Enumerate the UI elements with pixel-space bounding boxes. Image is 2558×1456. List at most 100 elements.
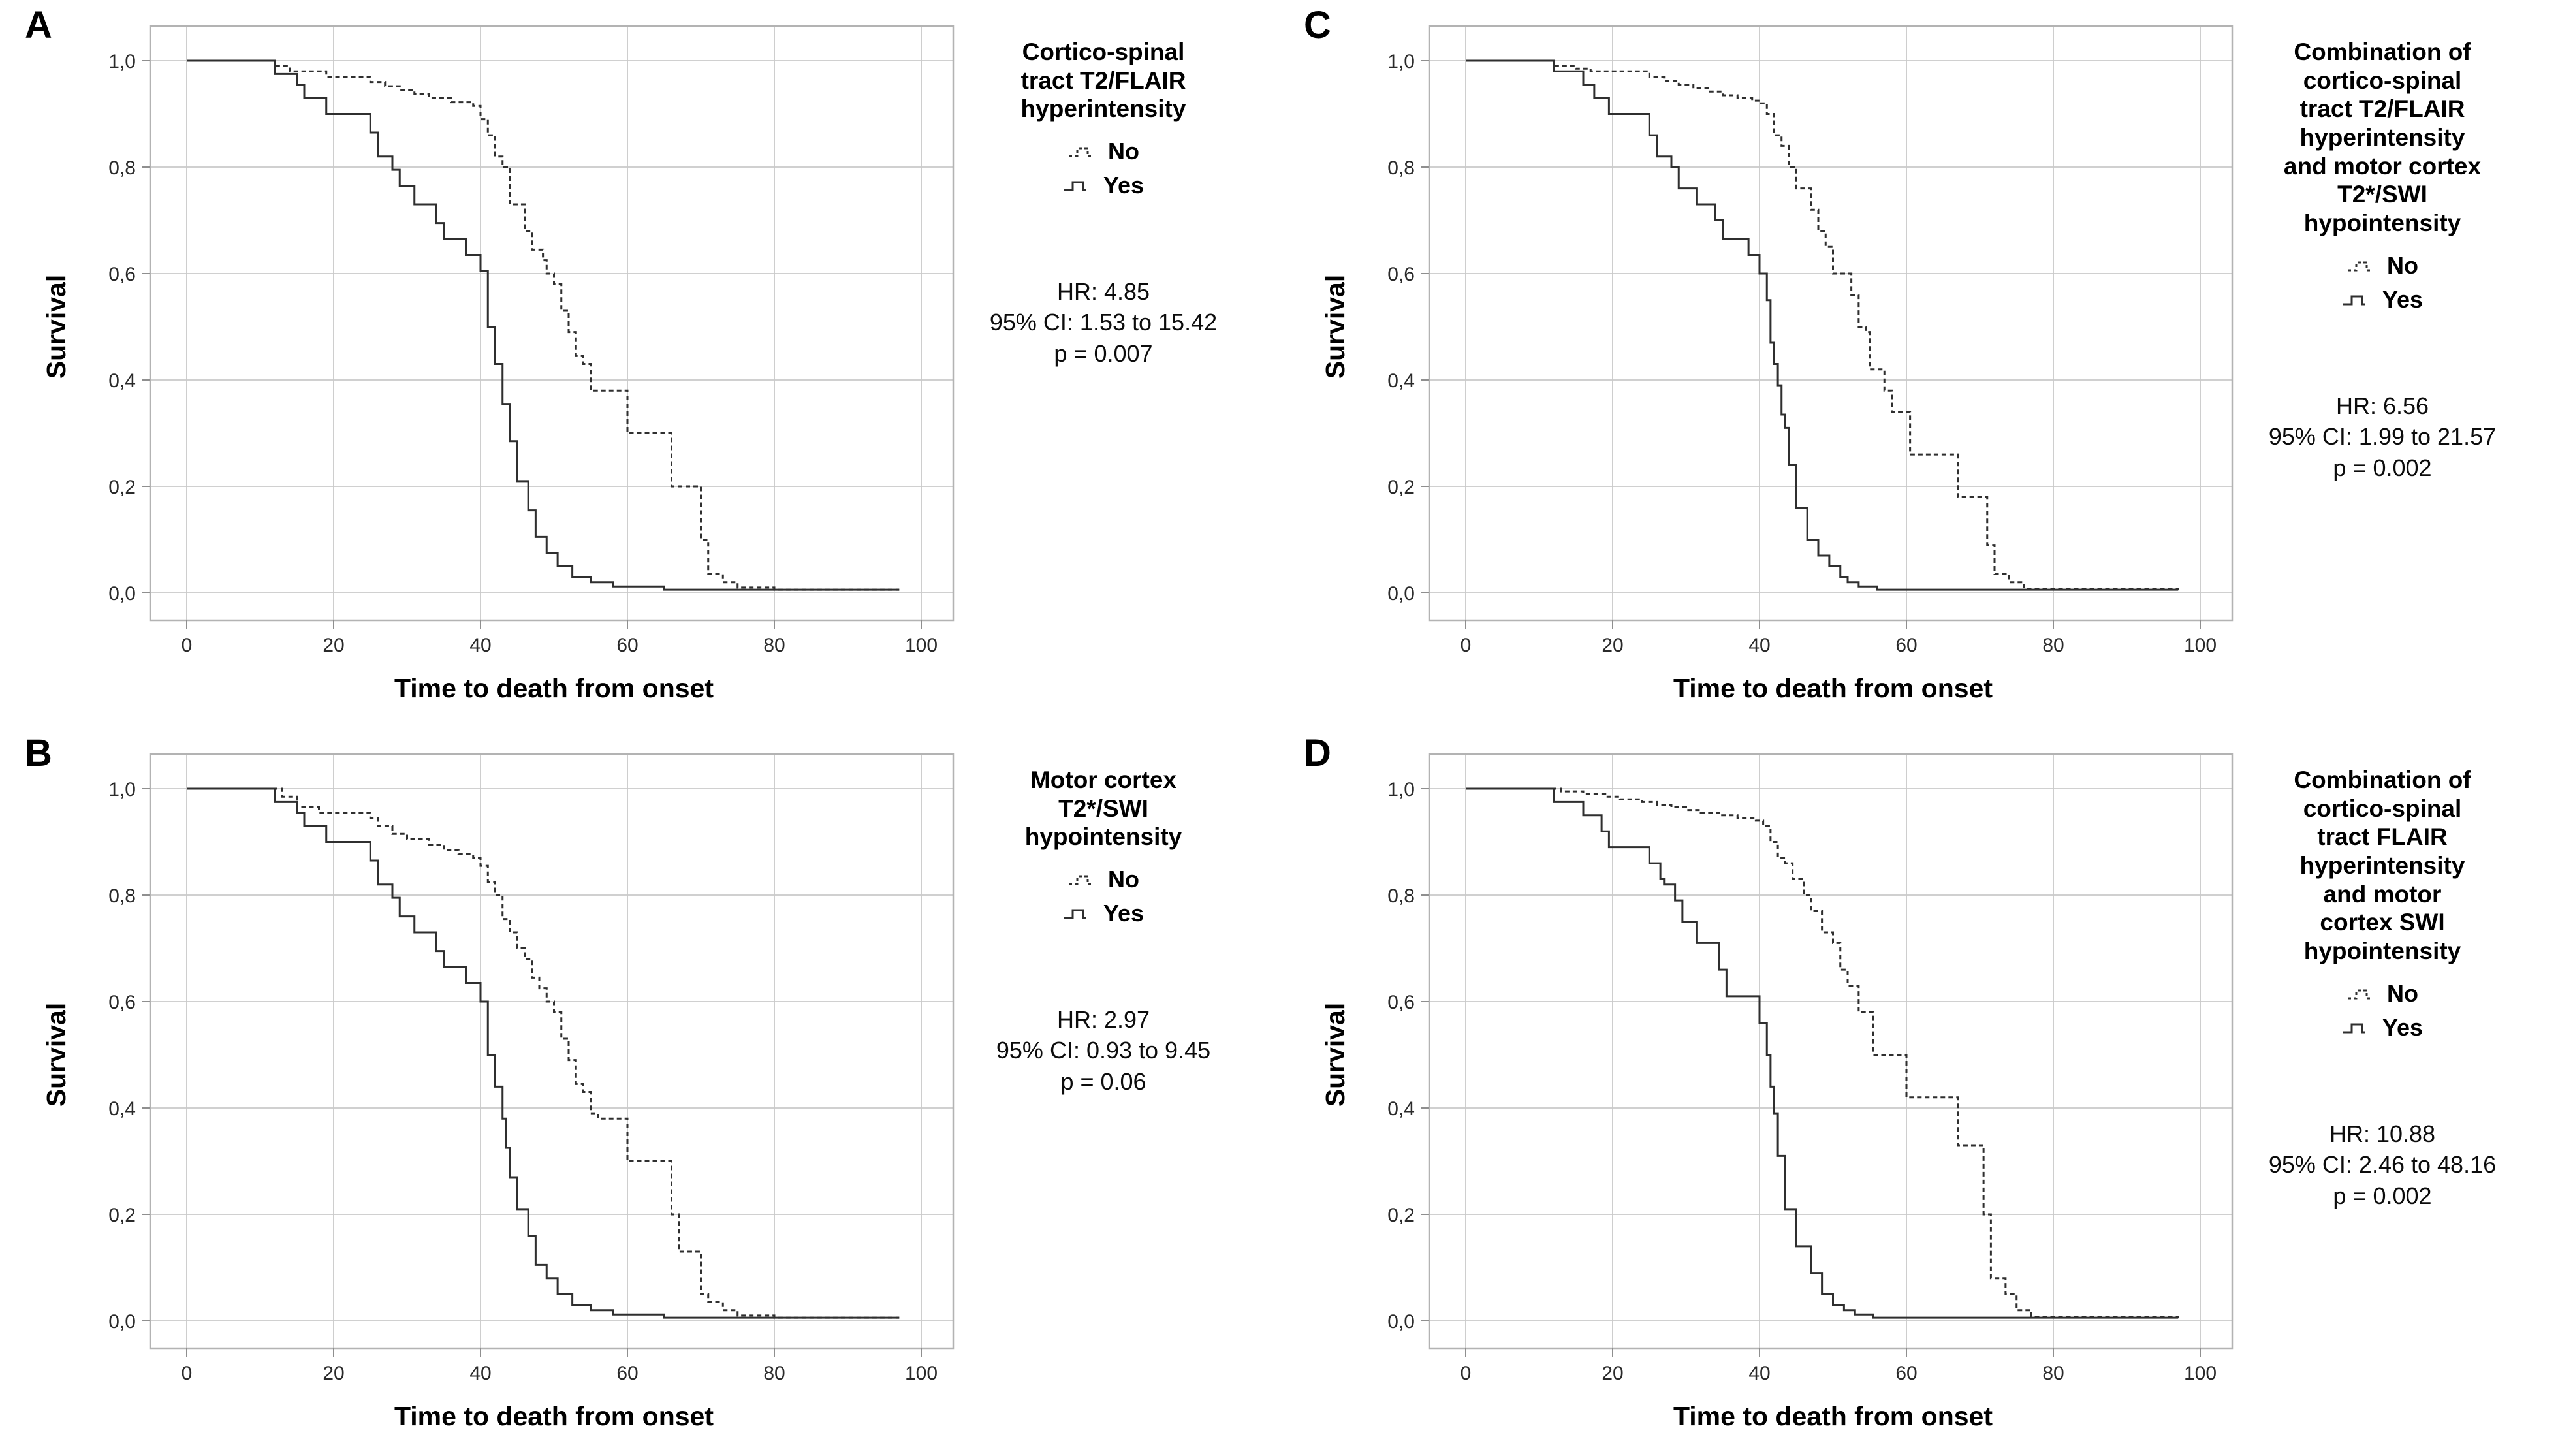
- survival-curve-no: [1466, 787, 2179, 1318]
- y-tick-label: 1,0: [108, 51, 136, 72]
- x-tick-label: 100: [2184, 1363, 2217, 1384]
- legend-stats-B: HR: 2.97 95% CI: 0.93 to 9.45 p = 0.06: [996, 1005, 1211, 1095]
- y-tick-label: 0,8: [1387, 157, 1415, 179]
- y-tick-label: 0,2: [108, 1205, 136, 1226]
- x-tick-label: 100: [2184, 635, 2217, 656]
- panel-A: 0 20 40 60 80 100 0,0 0,2 0,4 0,6 0,8 1,0 Time to de…: [0, 0, 1279, 728]
- y-tick-label: 0,0: [1387, 1311, 1415, 1333]
- panel-D: 0 20 40 60 80 100 0,0 0,2 0,4 0,6 0,8 1,0 Time to de…: [1279, 728, 2558, 1456]
- plot-frame: [149, 753, 955, 1350]
- legend-item-yes: Yes: [1063, 900, 1144, 927]
- km-step-dashed-icon: [1069, 875, 1091, 885]
- y-axis-label: Survival: [41, 1003, 71, 1107]
- legend-item-label: Yes: [1103, 171, 1145, 198]
- panel-letter-B: B: [25, 732, 52, 774]
- km-plot-B: 0 20 40 60 80 100 0,0 0,2 0,4 0,6 0,8 1,0 Time to de…: [41, 753, 955, 1431]
- y-tick-label: 1,0: [108, 779, 136, 800]
- x-tick-label: 80: [763, 1363, 785, 1384]
- km-plot-C: 0 20 40 60 80 100 0,0 0,2 0,4 0,6 0,8 1,0 Time to de…: [1320, 25, 2234, 703]
- legend-item-no: No: [1067, 866, 1139, 893]
- x-tick-label: 20: [1602, 1363, 1623, 1384]
- x-tick-label: 40: [469, 1363, 491, 1384]
- y-tick-label: 0,6: [108, 264, 136, 285]
- survival-curve-no: [1466, 59, 2179, 590]
- y-tick-label: 0,2: [1387, 477, 1415, 498]
- y-tick-label: 0,4: [1387, 1098, 1415, 1120]
- panel-letter-C: C: [1304, 4, 1331, 46]
- legend-item-no: No: [1067, 138, 1139, 165]
- plot-frame: [149, 25, 955, 622]
- x-tick-label: 0: [1461, 635, 1472, 656]
- legend-item-label: No: [1108, 137, 1139, 165]
- legend-stats-C: HR: 6.56 95% CI: 1.99 to 21.57 p = 0.002: [2268, 392, 2497, 481]
- km-step-solid-icon: [2343, 295, 2365, 306]
- panel-letter-D: D: [1304, 732, 1331, 774]
- y-axis-label: Survival: [1320, 275, 1350, 379]
- legend-title-A: Cortico-spinal tract T2/FLAIR hyperinten…: [1020, 39, 1186, 123]
- legend-items-B: No Yes: [932, 866, 1274, 927]
- x-tick-label: 0: [1461, 1363, 1472, 1384]
- y-axis-label: Survival: [1320, 1003, 1350, 1107]
- legend-title-B: Motor cortex T2*/SWI hypointensity: [1024, 767, 1182, 851]
- x-tick-label: 60: [1895, 1363, 1917, 1384]
- legend-stats-D: HR: 10.88 95% CI: 2.46 to 48.16 p = 0.00…: [2268, 1120, 2497, 1209]
- y-tick-label: 1,0: [1387, 779, 1415, 800]
- legend-item-label: Yes: [2382, 1013, 2424, 1041]
- legend-item-label: Yes: [2382, 285, 2424, 313]
- x-tick-label: 60: [616, 1363, 638, 1384]
- km-step-dashed-icon: [2348, 989, 2370, 1000]
- x-axis-label: Time to death from onset: [1673, 673, 1993, 703]
- km-step-solid-icon: [1064, 909, 1086, 919]
- survival-curve-yes: [1466, 59, 2179, 591]
- survival-curve-yes: [1466, 787, 2179, 1319]
- km-plot-D: 0 20 40 60 80 100 0,0 0,2 0,4 0,6 0,8 1,0 Time to de…: [1320, 753, 2234, 1431]
- y-tick-label: 0,8: [1387, 885, 1415, 907]
- plot-frame: [1428, 753, 2234, 1350]
- legend-items-A: No Yes: [932, 138, 1274, 199]
- y-tick-label: 0,0: [1387, 583, 1415, 605]
- survival-curve-yes: [187, 787, 900, 1319]
- y-tick-label: 0,2: [1387, 1205, 1415, 1226]
- legend-stats-A: HR: 4.85 95% CI: 1.53 to 15.42 p = 0.007: [989, 277, 1218, 367]
- legend-item-label: No: [2387, 251, 2418, 279]
- y-tick-label: 0,8: [108, 157, 136, 179]
- survival-curve-no: [187, 59, 900, 591]
- y-tick-label: 0,4: [108, 370, 136, 392]
- x-tick-label: 100: [905, 1363, 938, 1384]
- legend-item-yes: Yes: [2342, 1014, 2423, 1041]
- km-step-dashed-icon: [2348, 261, 2370, 272]
- legend-item-no: No: [2346, 252, 2418, 279]
- y-tick-label: 0,6: [108, 992, 136, 1013]
- x-tick-label: 20: [1602, 635, 1623, 656]
- legend-D: Combination of cortico-spinal tract FLAI…: [2211, 766, 2553, 1211]
- legend-B: Motor cortex T2*/SWI hypointensity No Ye…: [932, 766, 1274, 1098]
- legend-title-C: Combination of cortico-spinal tract T2/F…: [2283, 39, 2482, 236]
- x-tick-label: 0: [182, 1363, 193, 1384]
- panel-letter-A: A: [25, 4, 52, 46]
- km-step-solid-icon: [1064, 181, 1086, 191]
- y-tick-label: 0,0: [108, 583, 136, 605]
- y-tick-label: 0,6: [1387, 992, 1415, 1013]
- survival-curve-no: [187, 787, 900, 1319]
- legend-item-label: Yes: [1103, 899, 1145, 926]
- legend-item-no: No: [2346, 980, 2418, 1007]
- y-tick-label: 0,4: [108, 1098, 136, 1120]
- panel-B: 0 20 40 60 80 100 0,0 0,2 0,4 0,6 0,8 1,0 Time to de…: [0, 728, 1279, 1456]
- y-tick-label: 0,0: [108, 1311, 136, 1333]
- x-tick-label: 20: [323, 635, 344, 656]
- legend-item-yes: Yes: [1063, 172, 1144, 199]
- y-tick-label: 0,6: [1387, 264, 1415, 285]
- x-tick-label: 40: [1748, 1363, 1770, 1384]
- legend-item-yes: Yes: [2342, 286, 2423, 313]
- plot-frame: [1428, 25, 2234, 622]
- x-axis-label: Time to death from onset: [394, 1401, 714, 1431]
- x-tick-label: 80: [2042, 635, 2064, 656]
- y-axis-label: Survival: [41, 275, 71, 379]
- y-tick-label: 0,2: [108, 477, 136, 498]
- x-tick-label: 60: [616, 635, 638, 656]
- x-tick-label: 100: [905, 635, 938, 656]
- x-tick-label: 40: [1748, 635, 1770, 656]
- x-tick-label: 20: [323, 1363, 344, 1384]
- legend-C: Combination of cortico-spinal tract T2/F…: [2211, 38, 2553, 483]
- legend-item-label: No: [2387, 979, 2418, 1007]
